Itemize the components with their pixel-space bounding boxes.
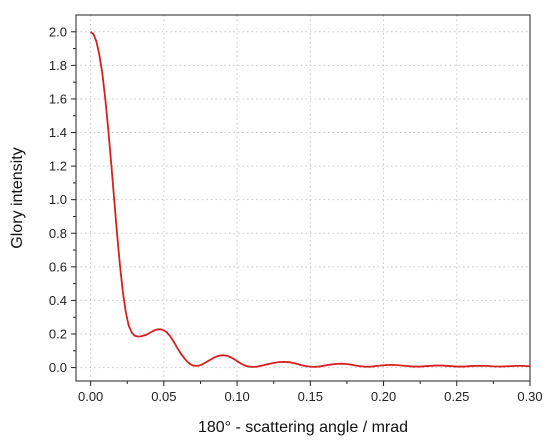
y-tick-label: 1.6 [49, 91, 67, 106]
y-tick-label: 0.2 [49, 326, 67, 341]
y-tick-label: 0.6 [49, 259, 67, 274]
y-tick-label: 1.4 [49, 125, 67, 140]
x-tick-label: 0.15 [298, 389, 323, 404]
grid [76, 15, 531, 381]
x-axis: 0.00 0.05 0.10 0.15 0.20 0.25 0.30 [78, 381, 543, 404]
series-line [90, 31, 531, 368]
y-tick-label: 1.8 [49, 58, 67, 73]
series-layer [90, 31, 531, 368]
y-tick-label: 2.0 [49, 24, 67, 39]
y-tick-label: 1.0 [49, 192, 67, 207]
x-tick-label: 0.10 [224, 389, 249, 404]
x-tick-label: 0.25 [444, 389, 469, 404]
y-tick-label: 0.8 [49, 226, 67, 241]
x-tick-label: 0.05 [151, 389, 176, 404]
x-tick-label: 0.00 [78, 389, 103, 404]
y-axis: 0.0 0.2 0.4 0.6 0.8 1.0 1.2 1.4 1.6 1.8 2.0 [49, 24, 76, 375]
y-tick-label: 0.4 [49, 293, 67, 308]
y-axis-title: Glory intensity [9, 147, 26, 248]
y-tick-label: 0.0 [49, 360, 67, 375]
x-tick-label: 0.30 [517, 389, 542, 404]
x-tick-label: 0.20 [371, 389, 396, 404]
y-tick-label: 1.2 [49, 159, 67, 174]
x-axis-title: 180° - scattering angle / mrad [198, 419, 408, 436]
plot-frame [75, 14, 531, 382]
